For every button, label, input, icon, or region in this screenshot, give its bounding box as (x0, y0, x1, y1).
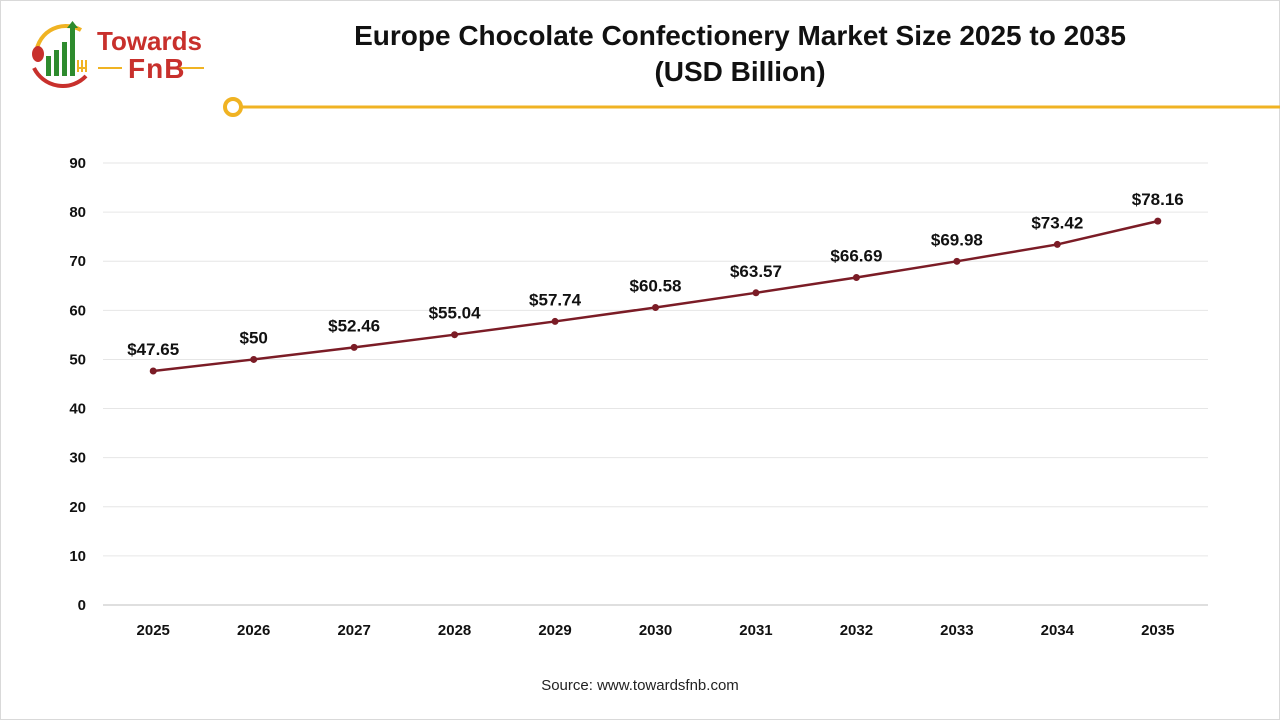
data-label: $55.04 (429, 304, 482, 323)
chart-title-line2: (USD Billion) (654, 56, 826, 87)
data-label: $57.74 (529, 290, 582, 309)
logo-graphic-icon (32, 21, 204, 88)
y-tick-label: 70 (69, 253, 86, 270)
data-point (1154, 217, 1162, 225)
y-tick-label: 60 (69, 302, 86, 319)
x-tick-label: 2028 (438, 622, 471, 639)
chart-title: Europe Chocolate Confectionery Market Si… (300, 18, 1180, 90)
data-label: $50 (239, 328, 267, 347)
data-label: $52.46 (328, 316, 380, 335)
logo-text-line1: Towards (97, 26, 202, 56)
data-label: $66.69 (830, 246, 882, 265)
x-tick-label: 2029 (538, 622, 571, 639)
x-tick-label: 2025 (137, 622, 170, 639)
data-point (1053, 240, 1061, 248)
data-label: $69.98 (931, 230, 983, 249)
accent-circle (223, 97, 243, 117)
x-tick-label: 2027 (337, 622, 370, 639)
x-tick-label: 2035 (1141, 622, 1174, 639)
y-tick-label: 80 (69, 204, 86, 221)
y-tick-label: 40 (69, 401, 86, 418)
x-tick-label: 2032 (840, 622, 873, 639)
x-tick-label: 2033 (940, 622, 973, 639)
chart-title-line1: Europe Chocolate Confectionery Market Si… (354, 20, 1126, 51)
y-tick-label: 50 (69, 351, 86, 368)
data-label: $78.16 (1132, 190, 1184, 209)
data-point (551, 317, 559, 325)
data-point (451, 331, 459, 339)
x-tick-label: 2031 (739, 622, 772, 639)
x-tick-label: 2034 (1041, 622, 1075, 639)
y-tick-label: 30 (69, 450, 86, 467)
series-line (153, 219, 1159, 373)
data-point (953, 257, 961, 265)
data-point (752, 289, 760, 297)
data-point (350, 343, 358, 351)
data-point (250, 355, 258, 363)
source-note: Source: www.towardsfnb.com (541, 677, 739, 694)
data-label: $47.65 (127, 340, 179, 359)
x-tick-label: 2030 (639, 622, 672, 639)
data-label: $60.58 (630, 276, 682, 295)
data-label: $63.57 (730, 262, 782, 281)
y-tick-label: 20 (69, 499, 86, 516)
data-point (852, 273, 860, 281)
y-tick-label: 90 (69, 155, 86, 172)
data-point (652, 303, 659, 311)
data-label: $73.42 (1031, 213, 1083, 232)
y-tick-label: 10 (69, 548, 86, 565)
logo-text-line2: FnB (128, 53, 186, 84)
x-tick-label: 2026 (237, 622, 270, 639)
y-tick-label: 0 (78, 597, 86, 614)
data-point (149, 367, 157, 375)
